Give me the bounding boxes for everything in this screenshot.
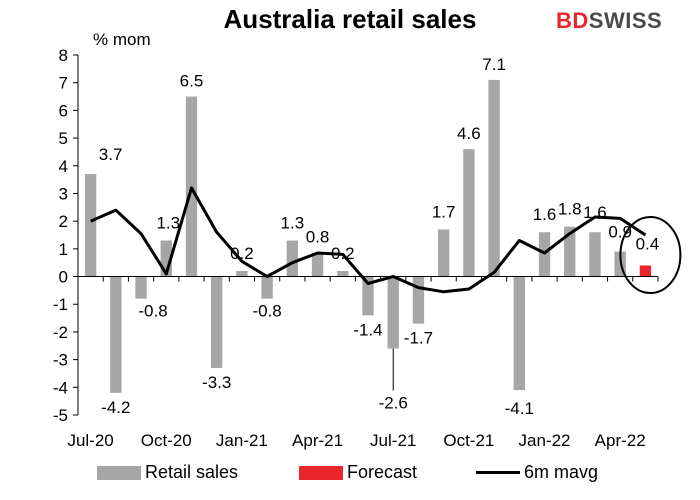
brand-part1: BD	[556, 8, 589, 33]
retail-sales-bar	[564, 226, 576, 277]
data-label: 4.6	[457, 124, 481, 143]
retail-sales-bar	[387, 276, 399, 349]
y-tick-label: 4	[59, 157, 68, 176]
chart-title: Australia retail sales	[223, 4, 477, 34]
data-label: 0.2	[331, 244, 355, 263]
retail-sales-bar	[589, 232, 601, 277]
x-tick-label: Jul-21	[370, 431, 416, 450]
data-label: -0.8	[252, 302, 281, 321]
data-label: 1.7	[432, 202, 456, 221]
data-label: 1.6	[583, 203, 607, 222]
legend-label-forecast: Forecast	[347, 462, 418, 482]
y-tick-label: -5	[53, 406, 68, 425]
data-label: 3.7	[99, 145, 123, 164]
y-tick-label: 6	[59, 101, 68, 120]
x-tick-label: Apr-22	[595, 431, 646, 450]
retail-sales-bar	[463, 149, 475, 277]
y-tick-label: -2	[53, 323, 68, 342]
y-tick-label: -4	[53, 378, 68, 397]
x-tick-label: Jan-22	[519, 431, 571, 450]
data-label: -3.3	[202, 373, 231, 392]
data-label: -0.8	[138, 302, 167, 321]
retail-sales-bar	[110, 276, 122, 393]
retail-sales-bar	[211, 276, 223, 368]
legend-item-retail-sales: Retail sales	[97, 462, 238, 483]
retail-sales-bar	[337, 271, 349, 277]
legend-swatch-6m-mavg	[476, 471, 520, 474]
y-tick-label: 7	[59, 74, 68, 93]
y-tick-label: -3	[53, 351, 68, 370]
data-label: -4.1	[505, 399, 534, 418]
y-tick-label: 0	[59, 268, 68, 287]
brand-part2: SWISS	[588, 8, 663, 33]
retail-sales-bar	[160, 240, 172, 277]
data-label: 0.2	[230, 244, 254, 263]
legend-label-6m-mavg: 6m mavg	[524, 462, 599, 482]
x-tick-label: Apr-21	[292, 431, 343, 450]
legend-swatch-forecast	[299, 465, 343, 480]
data-label: -2.6	[379, 394, 408, 413]
retail-sales-bar	[513, 276, 525, 391]
legend: Retail sales Forecast 6m mavg	[0, 462, 700, 486]
retail-sales-bar	[236, 271, 248, 277]
forecast-highlight-circle	[619, 216, 682, 294]
x-tick-label: Jul-20	[67, 431, 113, 450]
x-tick-label: Jan-21	[216, 431, 268, 450]
x-tick-label: Oct-20	[141, 431, 192, 450]
y-axis-title: % mom	[93, 30, 151, 49]
retail-sales-bar	[488, 79, 500, 277]
legend-label-retail-sales: Retail sales	[145, 462, 239, 482]
y-tick-label: 5	[59, 129, 68, 148]
legend-swatch-retail-sales	[97, 465, 141, 480]
retail-sales-bar	[362, 276, 374, 316]
data-label: -1.7	[404, 329, 433, 348]
y-tick-label: 8	[59, 46, 68, 65]
y-tick-label: -1	[53, 295, 68, 314]
retail-sales-bar	[135, 276, 147, 299]
retail-sales-bar	[84, 174, 97, 277]
y-tick-label: 1	[59, 240, 68, 259]
data-label: 1.3	[156, 214, 180, 233]
y-tick-label: 3	[59, 184, 68, 203]
y-tick-label: 2	[59, 212, 68, 231]
data-label: -1.4	[353, 320, 382, 339]
legend-item-6m-mavg: 6m mavg	[476, 462, 598, 483]
retail-sales-bar	[412, 276, 425, 324]
retail-sales-bar	[437, 229, 450, 277]
data-label: 7.1	[482, 55, 506, 74]
data-label: 6.5	[180, 72, 204, 91]
retail-sales-bar	[261, 276, 273, 299]
data-label: 1.6	[533, 205, 557, 224]
mavg-line	[89, 186, 647, 294]
retail-sales-bar	[311, 254, 324, 277]
data-label: 0.9	[608, 223, 632, 242]
data-label: 1.3	[281, 214, 305, 233]
forecast-bar	[639, 265, 652, 277]
data-label: 1.8	[558, 200, 582, 219]
data-label: -4.2	[101, 398, 130, 417]
legend-item-forecast: Forecast	[299, 462, 417, 483]
retail-sales-bar	[286, 240, 299, 277]
brand-logo: BDSWISS	[556, 8, 662, 34]
data-label: 0.8	[306, 227, 330, 246]
x-tick-label: Oct-21	[443, 431, 494, 450]
data-label: 0.4	[636, 234, 660, 253]
